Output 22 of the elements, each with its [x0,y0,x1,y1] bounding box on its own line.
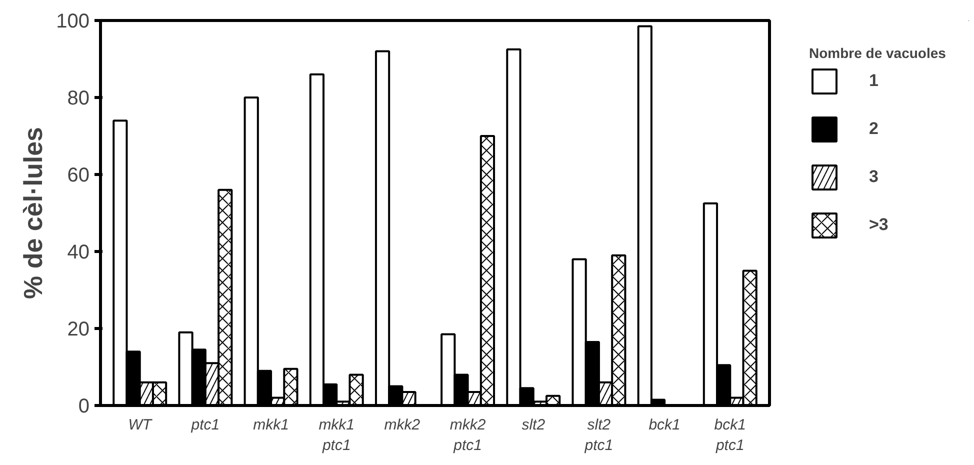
x-tick-label: bck1 ptc1 [714,416,746,454]
x-tick-label: mkk1 [253,416,289,434]
x-tick-label: bck1 [648,416,680,434]
legend-label: 3 [869,167,880,187]
legend-label: >3 [869,215,889,235]
x-tick-label: mkk1 ptc1 [318,416,355,454]
legend-title: Nombre de vacuoles [809,45,946,61]
x-tick-label: slt2 ptc1 [584,416,614,454]
x-tick-label: WT [128,416,154,434]
y-tick-label: 100 [56,10,90,32]
y-tick-label: 0 [78,396,90,418]
y-tick-label: 20 [67,318,90,340]
x-tick-label: mkk2 [384,416,421,434]
y-axis-title: % de cèl·lules [18,127,48,299]
legend-label: 2 [869,119,880,139]
x-tick-label: slt2 [522,416,546,434]
x-tick-label: mkk2 ptc1 [450,416,486,454]
legend-label: 1 [869,71,880,91]
y-tick-label: 80 [67,88,90,110]
x-tick-label: ptc1 [190,416,220,434]
y-tick-label: 60 [67,164,90,186]
y-tick-label: 40 [67,242,90,264]
